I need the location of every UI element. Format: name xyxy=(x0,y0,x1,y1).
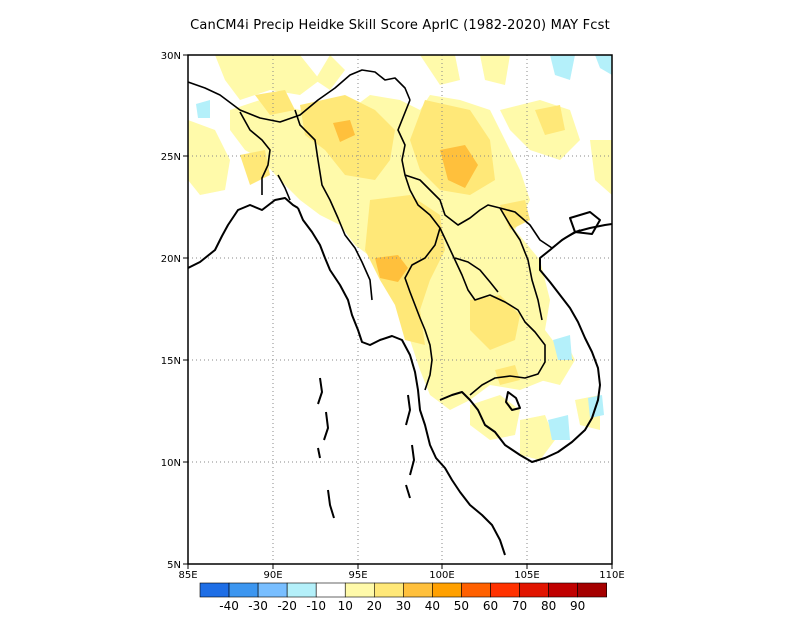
colorbar-label: 20 xyxy=(367,599,382,613)
colorbar-label: 40 xyxy=(425,599,440,613)
plot-frame xyxy=(187,54,613,565)
y-axis-labels: 5N 10N 15N 20N 25N 30N xyxy=(161,51,181,571)
colorbar-label: 30 xyxy=(396,599,411,613)
y-tick-label: 5N xyxy=(167,560,181,571)
country-borders xyxy=(188,69,581,396)
skill-shading xyxy=(188,55,612,460)
x-tick-label: 95E xyxy=(348,570,367,581)
colorbar-swatch xyxy=(461,582,491,598)
colorbar-swatch xyxy=(228,582,259,598)
colorbar-swatch xyxy=(490,582,520,598)
colorbar: -40 -30 -20 -10 10 20 30 40 50 60 70 80 90 xyxy=(199,582,608,613)
colorbar-label: 60 xyxy=(483,599,498,613)
colorbar-label: 10 xyxy=(338,599,353,613)
colorbar-swatch xyxy=(373,582,404,598)
y-tick-label: 20N xyxy=(161,254,181,265)
x-tick-label: 100E xyxy=(429,570,454,581)
colorbar-label: -10 xyxy=(306,599,326,613)
x-axis-labels: 85E 90E 95E 100E 105E 110E xyxy=(178,570,624,581)
colorbar-swatch xyxy=(577,582,608,598)
colorbar-swatch xyxy=(199,582,230,598)
tick-marks xyxy=(183,54,613,569)
y-tick-label: 10N xyxy=(161,458,181,469)
colorbar-label: 50 xyxy=(454,599,469,613)
colorbar-swatch xyxy=(548,582,578,598)
colorbar-swatch xyxy=(432,582,462,598)
colorbar-label: 90 xyxy=(570,599,585,613)
colorbar-label: 80 xyxy=(541,599,556,613)
x-tick-label: 105E xyxy=(514,570,539,581)
x-tick-label: 90E xyxy=(263,570,282,581)
colorbar-label: 70 xyxy=(512,599,527,613)
y-tick-label: 25N xyxy=(161,152,181,163)
colorbar-swatch xyxy=(519,582,549,598)
y-tick-label: 15N xyxy=(161,356,181,367)
coastlines xyxy=(188,197,612,556)
y-tick-label: 30N xyxy=(161,51,181,62)
colorbar-swatch xyxy=(403,582,433,598)
colorbar-swatch xyxy=(344,582,375,598)
x-tick-label: 85E xyxy=(178,570,197,581)
colorbar-swatch xyxy=(286,582,317,598)
colorbar-swatch xyxy=(315,582,346,598)
x-tick-label: 110E xyxy=(599,570,624,581)
map-title: CanCM4i Precip Heidke Skill Score AprIC … xyxy=(190,18,610,33)
colorbar-label: -30 xyxy=(248,599,268,613)
colorbar-swatch xyxy=(257,582,288,598)
colorbar-label: -20 xyxy=(277,599,297,613)
colorbar-label: -40 xyxy=(219,599,239,613)
graticule xyxy=(188,55,612,564)
